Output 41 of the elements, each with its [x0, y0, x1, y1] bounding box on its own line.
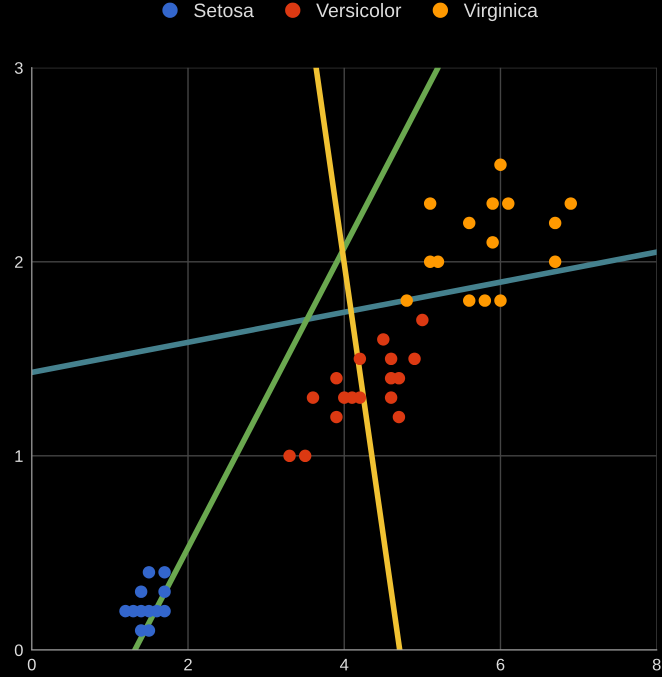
point	[478, 294, 492, 307]
point	[283, 450, 296, 462]
point	[502, 197, 514, 210]
point	[392, 410, 406, 424]
point	[463, 294, 476, 307]
point	[384, 352, 398, 366]
point	[354, 352, 366, 366]
y-tick-label: 3	[14, 62, 23, 74]
x-tick-label: 6	[496, 658, 504, 670]
point	[494, 294, 507, 307]
point	[377, 333, 390, 346]
point	[416, 314, 429, 326]
point	[134, 585, 148, 598]
point	[548, 216, 562, 230]
point	[408, 352, 421, 366]
point	[548, 256, 562, 268]
point	[463, 216, 476, 230]
point	[494, 158, 507, 171]
legend-label: Virginica	[464, 2, 538, 22]
legend-label: Setosa	[194, 3, 254, 18]
y-tick-label: 0	[14, 644, 23, 656]
x-tick-label: 8	[652, 658, 661, 670]
point	[400, 294, 413, 307]
point	[486, 197, 499, 210]
point	[330, 410, 343, 424]
point	[384, 391, 398, 404]
point	[158, 566, 171, 578]
x-tick-label: 2	[184, 658, 192, 670]
point	[330, 372, 343, 384]
point	[306, 391, 320, 404]
x-tick-label: 0	[28, 658, 36, 670]
point	[564, 197, 577, 210]
point	[158, 585, 171, 598]
point	[142, 566, 156, 578]
y-tick-label: 1	[15, 450, 23, 462]
legend-label: Versicolor	[316, 2, 402, 18]
point	[298, 450, 312, 462]
point	[424, 197, 436, 210]
x-tick-label: 4	[340, 658, 348, 670]
y-tick-label: 2	[15, 256, 23, 268]
point	[486, 236, 499, 249]
